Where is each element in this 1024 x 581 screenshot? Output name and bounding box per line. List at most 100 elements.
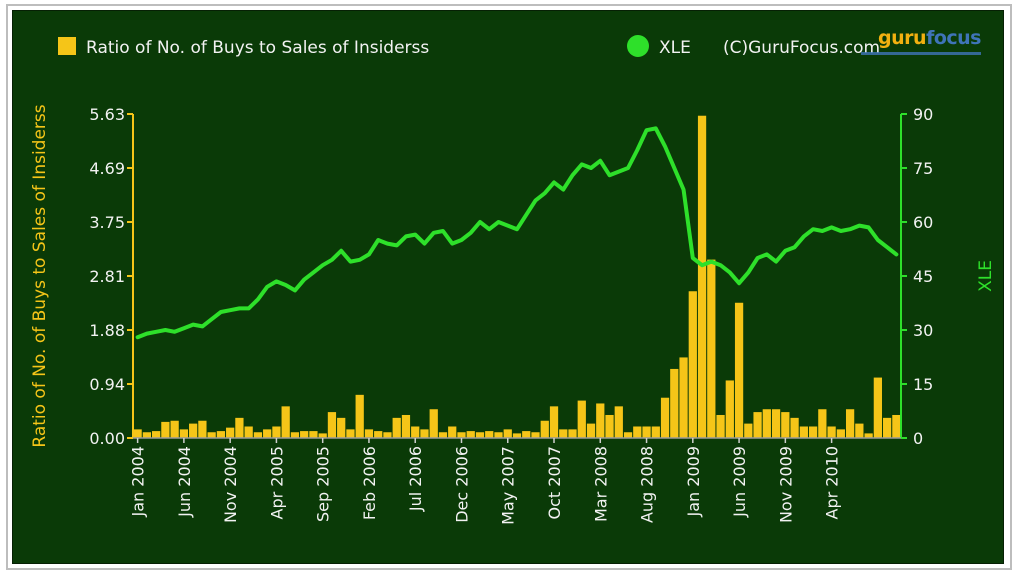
x-tick-label: Apr 2010 xyxy=(823,446,842,519)
y2-tick-label: 60 xyxy=(913,213,933,232)
axes: 0.00 0.94 1.88 2.81 3.75 4.69 5.63 0 15 30 45 60 75 9… xyxy=(89,105,933,525)
y2-axis-label: XLE xyxy=(976,260,996,292)
legend-copyright: (C)GuruFocus.com xyxy=(723,38,880,58)
bar xyxy=(725,380,734,438)
x-tick-label: Nov 2004 xyxy=(221,446,240,523)
bar xyxy=(633,426,642,438)
bar xyxy=(383,432,392,438)
bar xyxy=(244,426,253,438)
x-tick-label: Feb 2006 xyxy=(360,446,379,520)
x-tick-label: May 2007 xyxy=(499,446,518,525)
bar xyxy=(448,426,457,438)
bar xyxy=(605,414,614,438)
x-tick-label: Oct 2007 xyxy=(545,446,564,519)
bar xyxy=(549,406,559,438)
bar xyxy=(170,420,179,438)
bar xyxy=(309,431,318,438)
gurufocus-logo: gurufocus xyxy=(878,27,981,49)
bar xyxy=(337,417,346,438)
bar xyxy=(670,368,679,438)
bar xyxy=(189,423,198,438)
bar xyxy=(642,426,651,438)
chart-panel: Ratio of No. of Buys to Sales of Insider… xyxy=(12,10,1004,564)
legend-line-label: XLE xyxy=(659,38,691,58)
bar xyxy=(226,427,235,438)
bar xyxy=(882,417,892,438)
y-tick-label: 0.00 xyxy=(89,429,125,448)
line-series xyxy=(135,126,899,340)
y-tick-label: 2.81 xyxy=(89,267,125,286)
bar xyxy=(855,423,864,438)
bar xyxy=(429,409,438,438)
bar xyxy=(198,420,207,438)
bar xyxy=(744,423,753,438)
xle-line xyxy=(135,126,899,340)
bar xyxy=(707,259,716,438)
bar xyxy=(272,426,281,438)
y-tick-label: 1.88 xyxy=(89,321,125,340)
bar xyxy=(475,432,485,438)
bar xyxy=(290,432,300,438)
bar xyxy=(318,433,327,438)
bar xyxy=(216,431,226,438)
bar xyxy=(179,429,189,438)
bar xyxy=(734,302,744,438)
bar xyxy=(577,400,586,438)
bar xyxy=(679,357,688,438)
bar xyxy=(808,426,818,438)
bar xyxy=(392,417,401,438)
bar xyxy=(614,406,623,438)
x-tick-label: Mar 2008 xyxy=(591,446,610,522)
y-axis-label: Ratio of No. of Buys to Sales of Insider… xyxy=(30,104,50,447)
bar xyxy=(873,377,882,438)
bar xyxy=(512,433,522,438)
bar xyxy=(716,414,725,438)
y2-tick-label: 15 xyxy=(913,375,933,394)
bar xyxy=(845,409,855,438)
y-tick-label: 3.75 xyxy=(89,213,125,232)
x-tick-label: Jul 2006 xyxy=(406,446,425,512)
bar xyxy=(281,406,290,438)
bar xyxy=(300,431,309,438)
legend-line-swatch xyxy=(627,35,649,57)
legend: Ratio of No. of Buys to Sales of Insider… xyxy=(58,35,880,58)
bar xyxy=(531,432,540,438)
chart-svg: Ratio of No. of Buys to Sales of Insider… xyxy=(30,35,996,525)
bar xyxy=(355,394,364,438)
bar xyxy=(790,417,799,438)
bar xyxy=(892,414,901,438)
bar xyxy=(540,420,549,438)
bar xyxy=(623,432,633,438)
bar xyxy=(522,431,531,438)
bar xyxy=(651,426,660,438)
x-tick-label: Aug 2008 xyxy=(638,446,657,523)
bar xyxy=(818,409,827,438)
x-tick-label: Jan 2009 xyxy=(684,446,703,517)
bar xyxy=(235,417,244,438)
bar xyxy=(142,432,151,438)
bar xyxy=(207,432,216,438)
bar xyxy=(438,432,448,438)
y2-tick-label: 0 xyxy=(913,429,923,448)
bar xyxy=(799,426,808,438)
bar xyxy=(586,423,596,438)
bar xyxy=(864,433,873,438)
bar xyxy=(411,426,420,438)
bar-series xyxy=(133,115,901,438)
bar xyxy=(568,429,577,438)
legend-bar-swatch xyxy=(58,37,76,55)
bar xyxy=(596,403,605,438)
y2-tick-label: 90 xyxy=(913,105,933,124)
bar xyxy=(494,432,503,438)
y-tick-label: 5.63 xyxy=(89,105,125,124)
bar xyxy=(836,429,845,438)
bar xyxy=(374,431,383,438)
bar xyxy=(697,115,707,438)
bar xyxy=(420,429,429,438)
x-tick-label: Jun 2009 xyxy=(730,446,749,518)
y2-tick-label: 45 xyxy=(913,267,933,286)
logo-underline xyxy=(861,52,981,55)
x-tick-label: Jun 2004 xyxy=(175,446,194,518)
bar xyxy=(559,429,568,438)
y2-tick-label: 30 xyxy=(913,321,933,340)
